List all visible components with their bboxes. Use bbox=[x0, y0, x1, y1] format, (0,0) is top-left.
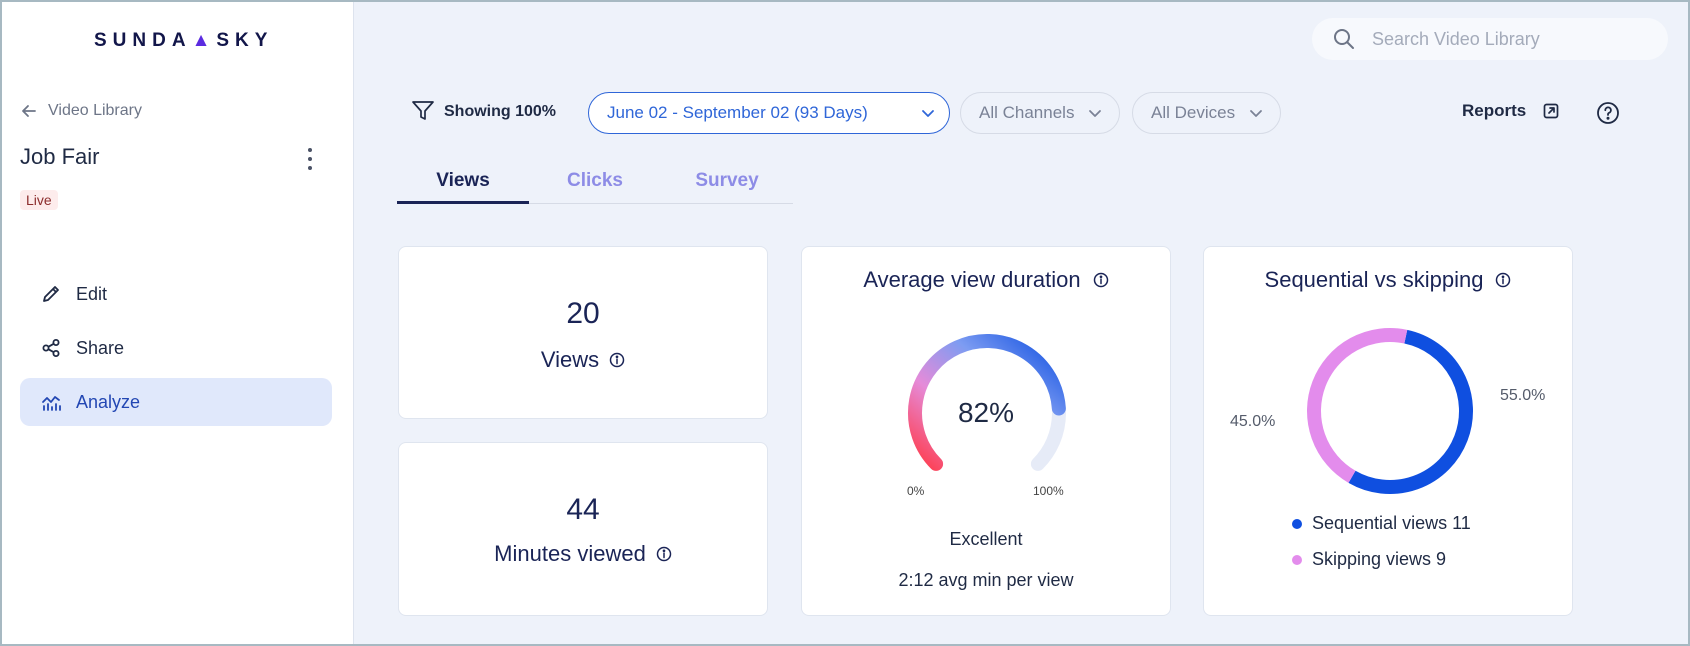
external-link-icon bbox=[1543, 103, 1559, 119]
info-icon[interactable] bbox=[1093, 272, 1109, 288]
legend-item-sequential: Sequential views 11 bbox=[1292, 513, 1471, 534]
reports-link[interactable]: Reports bbox=[1462, 101, 1560, 121]
devices-label: All Devices bbox=[1151, 103, 1236, 122]
nav-item-label: Edit bbox=[76, 283, 108, 304]
views-card: 20 Views bbox=[398, 246, 768, 419]
nav-item-analyze[interactable]: Analyze bbox=[20, 378, 332, 426]
logo-triangle-icon: ▲ bbox=[191, 30, 217, 51]
minutes-value: 44 bbox=[566, 493, 600, 526]
arrow-left-icon bbox=[22, 105, 36, 117]
video-title: Job Fair bbox=[20, 144, 100, 169]
sequential-vs-skipping-card: Sequential vs skipping 45.0% 55.0% Seque… bbox=[1203, 246, 1573, 616]
logo-text-right: SKY bbox=[216, 30, 274, 51]
analytics-tabs: Views Clicks Survey bbox=[397, 170, 793, 204]
nav-item-edit[interactable]: Edit bbox=[20, 270, 332, 318]
sidebar: SUNDA▲SKY Video Library Job Fair Live Ed… bbox=[2, 2, 354, 644]
average-view-duration-card: Average view duration 82% 0% 100% Excell… bbox=[801, 246, 1171, 616]
views-label-row: Views bbox=[399, 347, 767, 373]
sequential-percentage-label: 55.0% bbox=[1500, 387, 1546, 404]
views-label: Views bbox=[540, 347, 600, 372]
channels-dropdown[interactable]: All Channels bbox=[960, 92, 1120, 134]
share-icon bbox=[42, 339, 60, 357]
chevron-down-icon bbox=[1089, 110, 1102, 117]
gauge-value: 82% bbox=[957, 397, 1015, 428]
duration-title-row: Average view duration bbox=[802, 267, 1170, 293]
skipping-percentage-label: 45.0% bbox=[1230, 413, 1276, 430]
back-link-label: Video Library bbox=[48, 102, 142, 119]
duration-gauge bbox=[908, 334, 1066, 471]
chevron-down-icon bbox=[1250, 110, 1262, 117]
gauge-min-label: 0% bbox=[907, 484, 925, 498]
nav-item-label: Share bbox=[76, 337, 125, 358]
pencil-icon bbox=[43, 286, 59, 302]
tab-survey[interactable]: Survey bbox=[695, 170, 759, 191]
sequential-donut-chart bbox=[1307, 328, 1473, 494]
nav-item-share[interactable]: Share bbox=[20, 324, 332, 372]
gauge-max-label: 100% bbox=[1033, 484, 1064, 498]
sequential-title: Sequential vs skipping bbox=[1264, 267, 1484, 292]
legend-label: Sequential views 11 bbox=[1312, 513, 1471, 533]
search-icon bbox=[1334, 29, 1354, 49]
views-value: 20 bbox=[566, 297, 600, 330]
duration-title: Average view duration bbox=[863, 267, 1081, 292]
date-range-dropdown[interactable]: June 02 - September 02 (93 Days) bbox=[588, 92, 950, 134]
donut-slice-sequential-views[interactable] bbox=[1348, 329, 1473, 494]
legend-dot-sequential bbox=[1292, 518, 1302, 529]
back-to-video-library-link[interactable]: Video Library bbox=[20, 102, 142, 120]
chevron-down-icon bbox=[922, 110, 934, 117]
filter-icon[interactable] bbox=[410, 98, 436, 124]
minutes-viewed-card: 44 Minutes viewed bbox=[398, 442, 768, 616]
sundaysky-logo[interactable]: SUNDA▲SKY bbox=[94, 30, 273, 52]
search-bar bbox=[1312, 18, 1668, 60]
more-options-icon[interactable] bbox=[302, 148, 318, 170]
help-icon[interactable] bbox=[1596, 101, 1620, 125]
legend-dot-skipping bbox=[1292, 554, 1302, 565]
tab-views[interactable]: Views bbox=[397, 170, 529, 204]
showing-percentage: Showing 100% bbox=[444, 103, 557, 120]
legend-label: Skipping views 9 bbox=[1312, 549, 1447, 569]
info-icon[interactable] bbox=[1495, 272, 1511, 288]
avg-duration-text: 2:12 avg min per view bbox=[898, 570, 1074, 590]
channels-label: All Channels bbox=[979, 103, 1075, 122]
nav-item-label: Analyze bbox=[76, 391, 141, 412]
devices-dropdown[interactable]: All Devices bbox=[1132, 92, 1281, 134]
info-icon[interactable] bbox=[609, 352, 625, 368]
gauge-fill bbox=[908, 334, 1066, 471]
tab-clicks[interactable]: Clicks bbox=[567, 170, 623, 191]
analytics-icon bbox=[42, 396, 61, 411]
minutes-label-row: Minutes viewed bbox=[399, 541, 767, 567]
logo-text-left: SUNDA bbox=[94, 30, 192, 51]
duration-rating: Excellent bbox=[949, 529, 1023, 549]
search-input[interactable] bbox=[1372, 28, 1632, 50]
legend-item-skipping: Skipping views 9 bbox=[1292, 549, 1446, 570]
donut-slice-skipping-views[interactable] bbox=[1307, 328, 1408, 483]
info-icon[interactable] bbox=[656, 546, 672, 562]
status-badge: Live bbox=[20, 190, 58, 210]
reports-label: Reports bbox=[1462, 101, 1527, 120]
date-range-label: June 02 - September 02 (93 Days) bbox=[607, 103, 868, 122]
sequential-title-row: Sequential vs skipping bbox=[1204, 267, 1572, 293]
minutes-label: Minutes viewed bbox=[494, 541, 646, 566]
